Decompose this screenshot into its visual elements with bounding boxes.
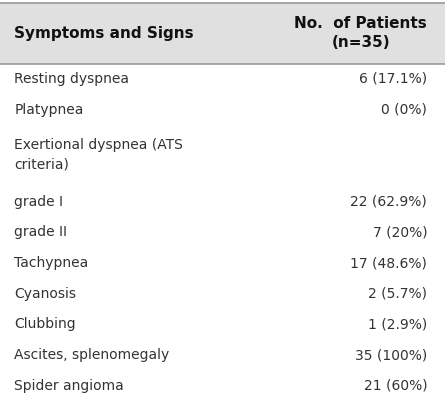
Text: 22 (62.9%): 22 (62.9%) [351,195,427,209]
Text: 6 (17.1%): 6 (17.1%) [359,72,427,86]
Text: 21 (60%): 21 (60%) [364,379,427,393]
Text: Spider angioma: Spider angioma [14,379,124,393]
Text: Exertional dyspnea (ATS
criteria): Exertional dyspnea (ATS criteria) [14,138,183,172]
Text: 2 (5.7%): 2 (5.7%) [368,287,427,301]
Text: Clubbing: Clubbing [14,318,76,332]
Text: Resting dyspnea: Resting dyspnea [14,72,129,86]
Text: Cyanosis: Cyanosis [14,287,76,301]
Text: 35 (100%): 35 (100%) [355,348,427,362]
Text: 7 (20%): 7 (20%) [372,225,427,239]
Text: No.  of Patients
(n=35): No. of Patients (n=35) [295,16,427,51]
Text: grade II: grade II [14,225,67,239]
Text: 0 (0%): 0 (0%) [381,103,427,117]
Bar [0,3,445,63]
Text: Platypnea: Platypnea [14,103,84,117]
Text: Tachypnea: Tachypnea [14,256,89,270]
Text: grade I: grade I [14,195,63,209]
Text: 1 (2.9%): 1 (2.9%) [368,318,427,332]
Text: Ascites, splenomegaly: Ascites, splenomegaly [14,348,170,362]
Text: 17 (48.6%): 17 (48.6%) [350,256,427,270]
Text: Symptoms and Signs: Symptoms and Signs [14,26,194,41]
